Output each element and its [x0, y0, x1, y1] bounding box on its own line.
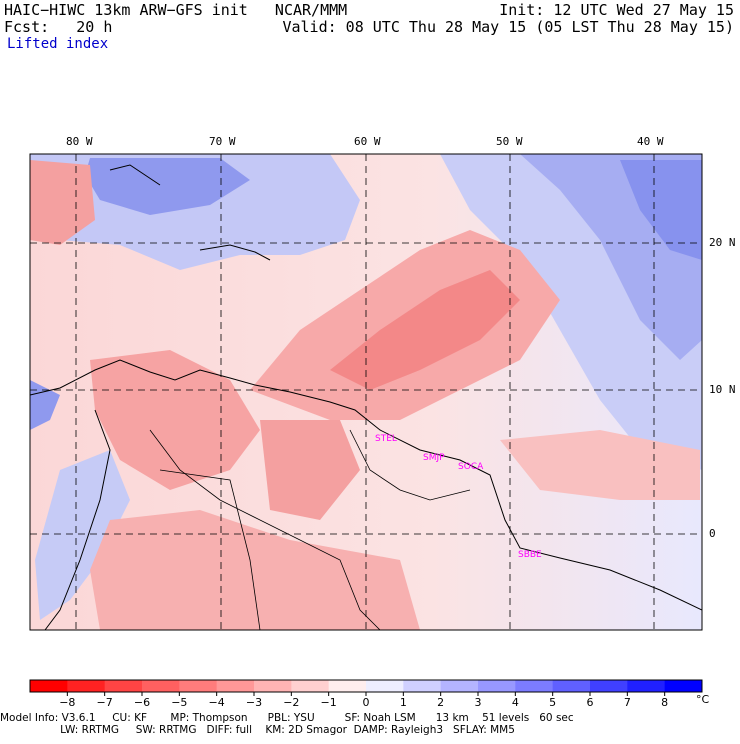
lon-label: 60 W [354, 135, 381, 148]
coastline-cuba [109, 164, 161, 186]
forecast-hour: Fcst: 20 h [4, 18, 113, 36]
coastline-hispaniola [199, 244, 271, 261]
colorbar-tick-label: 2 [437, 696, 444, 709]
colorbar-tick-label: −1 [321, 696, 337, 709]
colorbar-swatch [403, 680, 442, 692]
stable-core-pacific [30, 380, 60, 430]
lon-label: 50 W [496, 135, 523, 148]
station-label: SMJP [423, 453, 445, 463]
colorbar: −8 −7 −6 −5 −4 −3 −2 −1 0 1 2 3 4 5 6 7 8 [29, 679, 703, 709]
border-brazil-north [149, 429, 381, 630]
unstable-region-venezuela [260, 420, 360, 520]
colorbar-swatch [552, 680, 591, 692]
colorbar-swatch [30, 680, 68, 692]
lat-label: 0 [709, 527, 716, 540]
colorbar-swatch [590, 680, 628, 692]
stable-core-north [85, 158, 250, 215]
colorbar-swatch [627, 680, 666, 692]
colorbar-swatch [366, 680, 404, 692]
unstable-region-gulf [30, 160, 95, 245]
stable-core-east [620, 160, 702, 260]
colorbar-swatch [254, 680, 292, 692]
colorbar-swatch [515, 680, 554, 692]
lon-label: 70 W [209, 135, 236, 148]
colorbar-swatch [478, 680, 516, 692]
colorbar-unit: °C [696, 693, 710, 706]
graticule [30, 154, 702, 630]
model-info-line1: Model Info: V3.6.1 CU: KF MP: Thompson P… [0, 712, 574, 724]
colorbar-tick-label: 0 [363, 696, 370, 709]
border-peru [159, 469, 261, 630]
unstable-core [330, 270, 520, 390]
station-markers: STEL SMJP SOCA SBBE [375, 434, 542, 560]
coastline-south-america [30, 359, 702, 611]
station-label: STEL [375, 434, 397, 444]
colorbar-tick-label: 4 [512, 696, 519, 709]
colorbar-tick-label: −6 [134, 696, 150, 709]
field-name: Lifted index [7, 36, 109, 52]
colorbar-swatch [664, 680, 703, 692]
colorbar-tick-label: −4 [209, 696, 225, 709]
stable-region-pacific [35, 450, 130, 620]
colorbar-tick-label: 8 [661, 696, 668, 709]
colorbar-swatch [216, 680, 255, 692]
station-label: SOCA [458, 462, 484, 472]
init-time: Init: 12 UTC Wed 27 May 15 [499, 1, 734, 19]
map-frame [29, 153, 703, 631]
lon-label: 40 W [637, 135, 664, 148]
colorbar-swatch [291, 680, 330, 692]
lat-label: 20 N [709, 236, 736, 249]
colorbar-swatch [179, 680, 218, 692]
colorbar-tick-label: −2 [283, 696, 299, 709]
colorbar-swatch [67, 680, 106, 692]
colorbar-tick-label: 1 [400, 696, 407, 709]
colorbar-tick-label: 6 [587, 696, 594, 709]
station-label: SBBE [518, 550, 542, 560]
colorbar-tick-label: 7 [624, 696, 631, 709]
model-title: HAIC−HIWC 13km ARW−GFS init NCAR/MMM [4, 1, 348, 19]
colorbar-tick-label: −5 [171, 696, 187, 709]
colorbar-swatch [440, 680, 479, 692]
colorbar-tick-label: −8 [59, 696, 75, 709]
lat-label: 10 N [709, 383, 736, 396]
colorbar-swatch [328, 680, 367, 692]
border-guianas [349, 429, 471, 501]
colorbar-tick-label: 3 [475, 696, 482, 709]
valid-time: Valid: 08 UTC Thu 28 May 15 (05 LST Thu … [282, 18, 734, 36]
colorbar-swatch [142, 680, 180, 692]
colorbar-swatch [104, 680, 143, 692]
colorbar-tick-label: −3 [246, 696, 262, 709]
unstable-region-itcz [500, 430, 700, 500]
unstable-region-colombia [90, 350, 260, 490]
colorbar-tick-label: 5 [549, 696, 556, 709]
lon-label: 80 W [66, 135, 93, 148]
unstable-region-amazon [90, 510, 420, 630]
colorbar-tick-label: −7 [97, 696, 113, 709]
model-info-line2: LW: RRTMG SW: RRTMG DIFF: full KM: 2D Sm… [0, 724, 515, 736]
coastline-pacific [44, 409, 111, 630]
